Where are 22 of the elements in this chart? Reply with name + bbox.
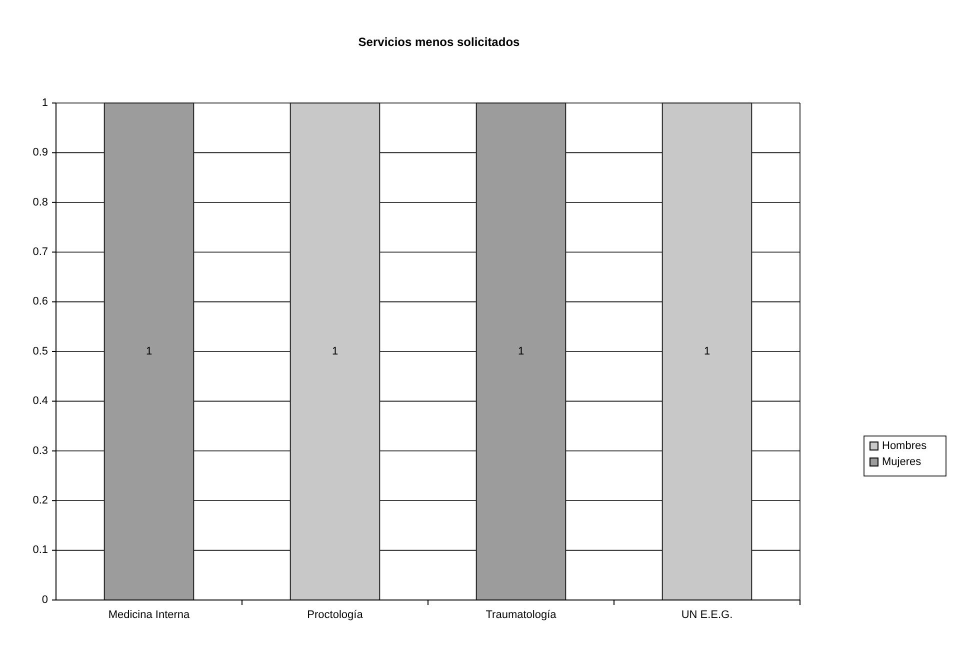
x-tick-label: Traumatología	[486, 609, 558, 621]
y-tick-label: 1	[42, 96, 48, 109]
data-label: 1	[332, 345, 338, 358]
data-label: 1	[704, 345, 710, 358]
data-label: 1	[146, 345, 152, 358]
x-tick-label: Proctología	[307, 609, 364, 621]
legend-label: Mujeres	[882, 456, 922, 468]
chart-title: Servicios menos solicitados	[358, 35, 520, 49]
y-tick-label: 0.2	[32, 494, 48, 507]
y-tick-label: 0.5	[32, 345, 48, 358]
x-tick-label: Medicina Interna	[108, 609, 191, 621]
y-tick-label: 0.4	[32, 395, 48, 408]
y-tick-label: 0.7	[32, 246, 48, 258]
x-tick-label: UN E.E.G.	[681, 609, 733, 621]
y-tick-label: 0.6	[32, 296, 48, 308]
legend-label: Hombres	[882, 440, 928, 452]
y-tick-label: 0.8	[32, 196, 48, 208]
y-tick-label: 0.9	[32, 146, 48, 159]
y-tick-label: 0.1	[32, 544, 48, 556]
y-tick-label: 0.3	[32, 444, 48, 457]
data-label: 1	[518, 345, 524, 358]
y-tick-label: 0	[42, 594, 48, 606]
